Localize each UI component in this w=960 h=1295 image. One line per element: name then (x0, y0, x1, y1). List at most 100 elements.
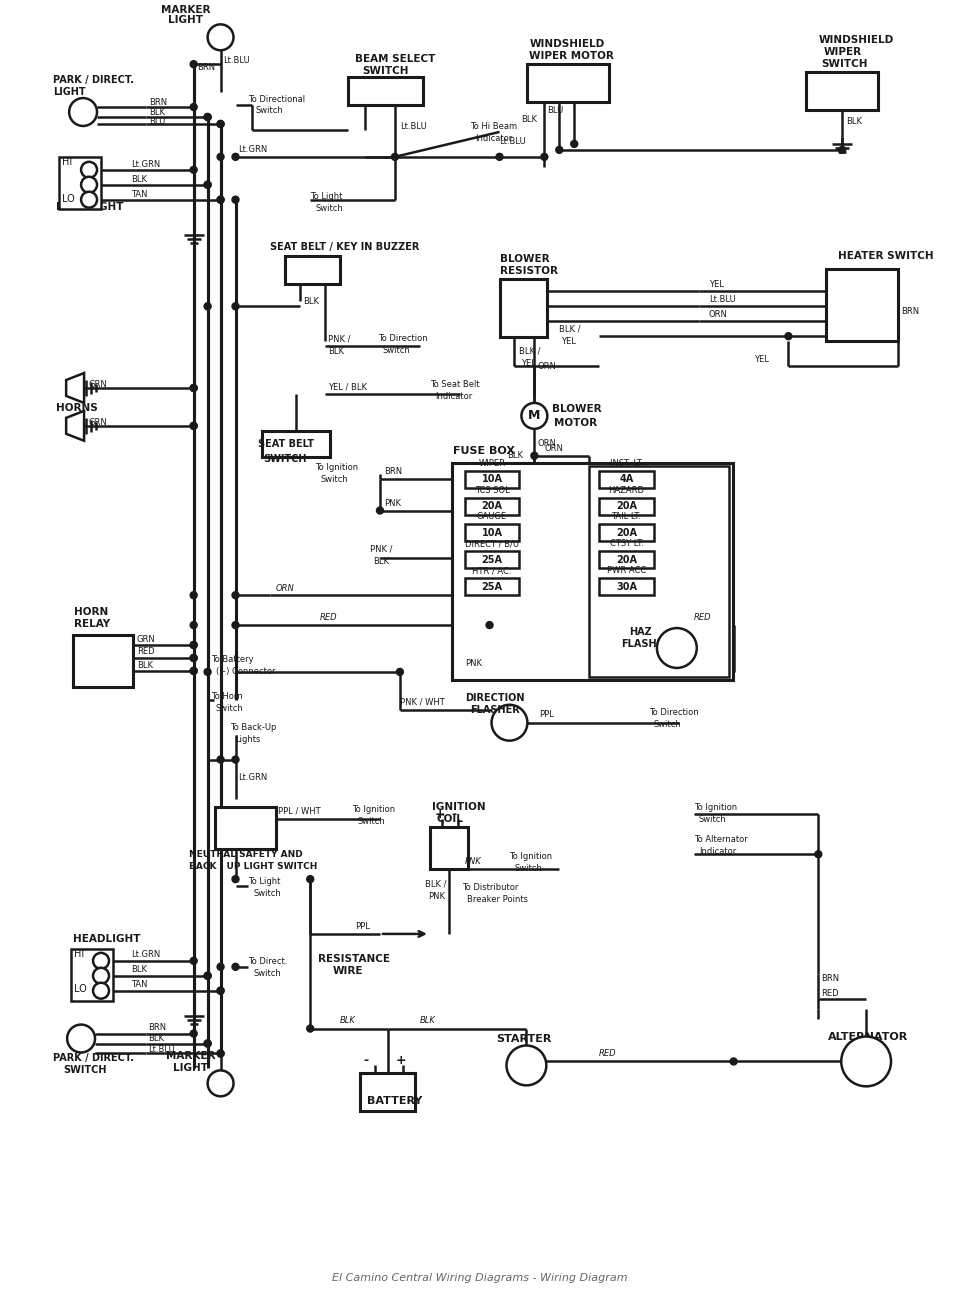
Text: Lights: Lights (235, 736, 261, 745)
Circle shape (190, 592, 197, 598)
Circle shape (207, 1071, 233, 1097)
Circle shape (217, 120, 224, 127)
Text: Switch: Switch (255, 105, 283, 114)
Bar (430, 828, 468, 869)
Text: GRN: GRN (88, 418, 107, 427)
Circle shape (190, 667, 197, 675)
Text: Switch: Switch (699, 815, 727, 824)
Text: WIPER MOTOR: WIPER MOTOR (529, 52, 614, 61)
Bar (71, 949, 113, 1001)
Text: WIPER: WIPER (478, 458, 506, 467)
Text: SWITCH: SWITCH (263, 453, 307, 464)
Text: TAN: TAN (131, 980, 148, 989)
Text: To Battery: To Battery (210, 655, 253, 664)
Circle shape (396, 668, 403, 676)
Text: HAZ: HAZ (629, 627, 652, 637)
Text: BLK: BLK (373, 557, 389, 566)
Circle shape (839, 146, 846, 153)
Text: BRN: BRN (148, 1023, 166, 1032)
Circle shape (531, 452, 538, 460)
Text: LO: LO (62, 194, 75, 203)
Bar (465, 552, 519, 569)
Text: Lt.BLU: Lt.BLU (499, 137, 526, 146)
Text: RED: RED (137, 648, 155, 657)
Text: Switch: Switch (315, 205, 343, 214)
Bar (589, 466, 729, 677)
Circle shape (232, 622, 239, 628)
Text: Switch: Switch (253, 888, 281, 897)
Text: BEAM SELECT: BEAM SELECT (355, 54, 436, 65)
Text: +: + (435, 808, 445, 821)
Circle shape (392, 153, 398, 161)
Text: WINDSHIELD: WINDSHIELD (529, 39, 605, 49)
Circle shape (507, 1045, 546, 1085)
Text: BLK: BLK (420, 1017, 436, 1026)
Text: To Ignition: To Ignition (694, 803, 737, 812)
Circle shape (307, 1026, 314, 1032)
Text: FLASHER: FLASHER (621, 638, 671, 649)
Circle shape (217, 197, 224, 203)
Text: ORN: ORN (538, 361, 556, 370)
Text: BRN: BRN (384, 467, 402, 477)
Circle shape (492, 704, 527, 741)
Circle shape (67, 1024, 95, 1053)
Text: ORN: ORN (276, 584, 294, 593)
Circle shape (204, 303, 211, 310)
Text: ORN: ORN (708, 310, 728, 319)
Text: To Light: To Light (310, 192, 343, 201)
Bar (599, 470, 654, 488)
Circle shape (785, 333, 792, 339)
Text: TAN: TAN (131, 190, 148, 199)
Text: PNK: PNK (428, 891, 444, 900)
Text: LIGHT: LIGHT (168, 16, 204, 26)
Text: SWITCH: SWITCH (822, 60, 868, 69)
Circle shape (190, 667, 197, 675)
Circle shape (204, 1040, 211, 1046)
Circle shape (217, 963, 224, 970)
Bar (215, 807, 276, 850)
Text: GRN: GRN (137, 635, 156, 644)
Text: FUSE BOX: FUSE BOX (453, 445, 515, 456)
Text: Lt.GRN: Lt.GRN (238, 773, 268, 782)
Bar (465, 497, 519, 514)
Text: HEATER SWITCH: HEATER SWITCH (838, 251, 934, 262)
Text: MOTOR: MOTOR (554, 418, 597, 427)
Bar (73, 635, 132, 686)
Text: To Direct.: To Direct. (249, 957, 288, 966)
Circle shape (190, 61, 197, 67)
Text: HORN: HORN (74, 607, 108, 618)
Circle shape (69, 98, 97, 126)
Text: To Direction: To Direction (378, 334, 427, 343)
Circle shape (232, 153, 239, 161)
Circle shape (93, 967, 109, 984)
Text: BLOWER: BLOWER (499, 254, 549, 264)
Circle shape (521, 403, 547, 429)
Text: YEL: YEL (754, 355, 768, 364)
Text: YEL: YEL (708, 280, 724, 289)
Text: 20A: 20A (616, 554, 637, 565)
Text: BLK: BLK (131, 965, 147, 974)
Circle shape (571, 140, 578, 148)
Text: ORN: ORN (538, 439, 556, 448)
Bar (348, 78, 422, 105)
Text: Switch: Switch (216, 704, 243, 714)
Text: BLK: BLK (521, 115, 538, 124)
Circle shape (731, 1058, 737, 1064)
Text: GAUGE: GAUGE (477, 513, 507, 522)
Text: To Light: To Light (249, 877, 281, 886)
Circle shape (190, 654, 197, 662)
Text: PARK / DIRECT.: PARK / DIRECT. (53, 75, 134, 85)
Circle shape (496, 153, 503, 161)
Text: HEADLIGHT: HEADLIGHT (73, 934, 140, 944)
Text: SEAT BELT / KEY IN BUZZER: SEAT BELT / KEY IN BUZZER (271, 241, 420, 251)
Text: To Ignition: To Ignition (315, 464, 358, 473)
Text: Switch: Switch (321, 475, 348, 484)
Text: Indicator: Indicator (475, 135, 513, 144)
Text: BLK: BLK (328, 347, 344, 356)
Text: BRN: BRN (822, 974, 839, 983)
Circle shape (204, 973, 211, 979)
Text: 25A: 25A (482, 581, 502, 592)
Text: TCS SOL: TCS SOL (474, 486, 510, 495)
Text: 4A: 4A (619, 474, 634, 484)
Text: RED: RED (599, 1049, 616, 1058)
